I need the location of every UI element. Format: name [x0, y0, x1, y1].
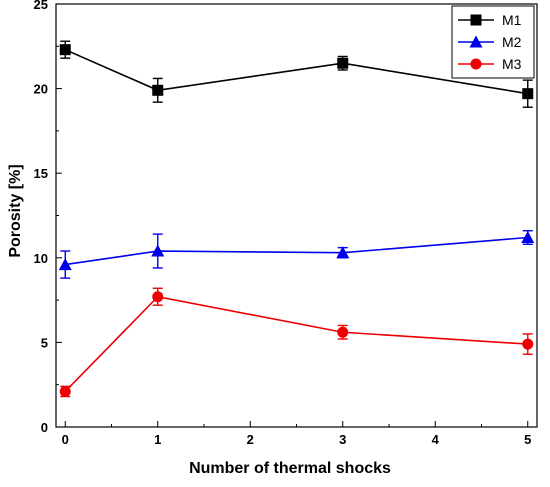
data-point-m1	[152, 84, 164, 96]
data-point-m2	[151, 244, 165, 257]
y-axis-label: Porosity [%]	[7, 164, 24, 257]
y-tick-label: 0	[41, 420, 48, 435]
data-point-m1	[522, 88, 534, 100]
series-line-m3	[64, 295, 528, 393]
y-tick-label: 10	[34, 251, 48, 266]
y-tick-label: 5	[41, 335, 48, 350]
legend-marker-m1	[470, 14, 482, 26]
data-point-m2	[521, 230, 535, 243]
x-tick-label: 0	[62, 432, 69, 447]
data-point-m3	[152, 291, 164, 303]
x-tick-label: 1	[154, 432, 161, 447]
x-tick-label: 3	[339, 432, 346, 447]
y-tick-label: 20	[34, 82, 48, 97]
x-axis-label: Number of thermal shocks	[189, 460, 391, 477]
series-line-m1	[64, 48, 528, 95]
x-tick-label: 4	[432, 432, 440, 447]
data-point-m2	[58, 258, 72, 271]
y-tick-label: 15	[34, 166, 48, 181]
data-point-m1	[59, 44, 71, 56]
data-point-m1	[337, 57, 349, 69]
data-point-m3	[59, 385, 71, 397]
legend-label-m2: M2	[502, 34, 522, 50]
data-point-m3	[337, 326, 349, 338]
x-tick-label: 5	[524, 432, 531, 447]
data-point-m3	[522, 338, 534, 350]
legend-label-m3: M3	[502, 56, 522, 72]
legend-marker-m3	[470, 58, 482, 70]
series-line-m2	[65, 236, 528, 266]
x-tick-label: 2	[247, 432, 254, 447]
data-point-m2	[336, 246, 350, 259]
legend-marker-m2	[469, 35, 483, 48]
y-tick-label: 25	[34, 0, 48, 12]
legend-label-m1: M1	[502, 12, 522, 28]
